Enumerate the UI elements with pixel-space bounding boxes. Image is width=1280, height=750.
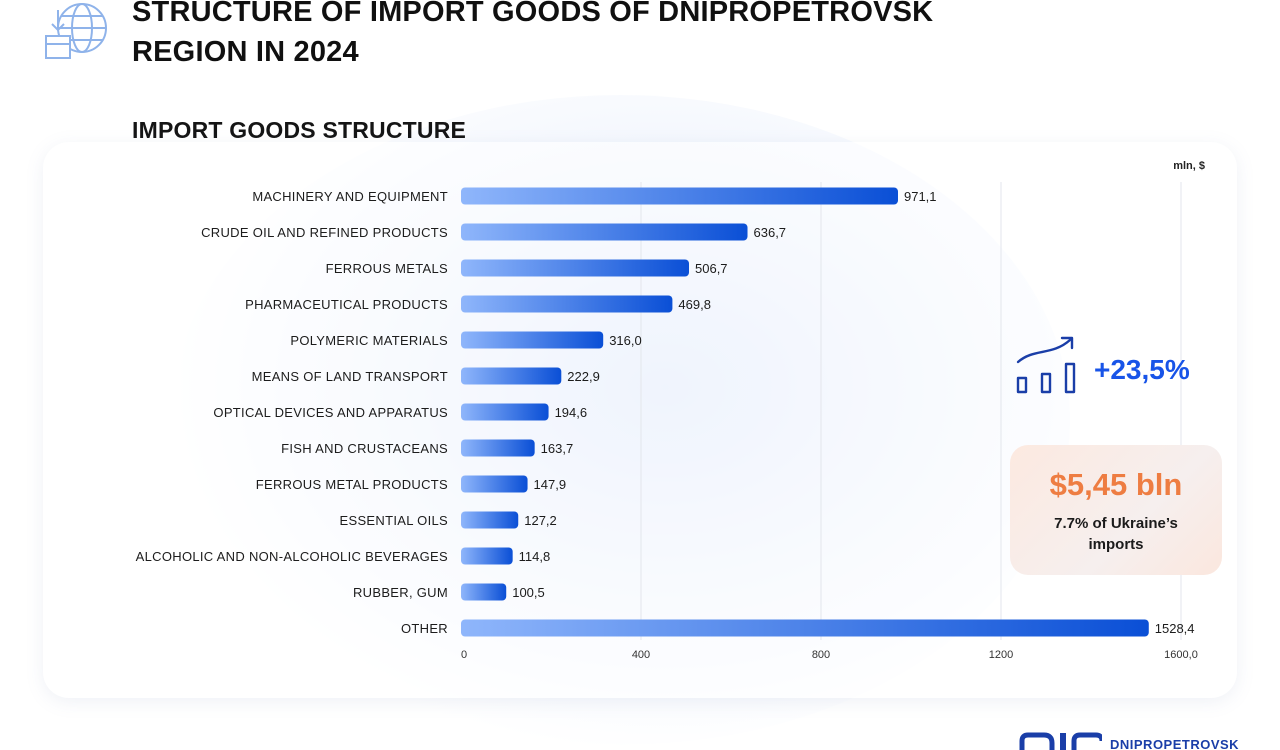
- x-tick-label: 0: [461, 649, 467, 661]
- category-label: OTHER: [401, 621, 448, 636]
- bar-value-label: 316,0: [609, 333, 642, 348]
- bar: [461, 223, 748, 241]
- bar: [461, 331, 604, 349]
- category-label: PHARMACEUTICAL PRODUCTS: [245, 297, 448, 312]
- category-label: POLYMERIC MATERIALS: [290, 333, 448, 348]
- bar-value-label: 636,7: [754, 225, 787, 240]
- bar-value-label: 222,9: [567, 369, 600, 384]
- bar-value-label: 971,1: [904, 189, 937, 204]
- bar: [461, 403, 549, 421]
- bar: [461, 295, 673, 313]
- page-title: STRUCTURE OF IMPORT GOODS OF DNIPROPETRO…: [132, 0, 1132, 72]
- total-value: $5,45 bln: [1049, 467, 1183, 502]
- bar-value-label: 469,8: [678, 297, 711, 312]
- x-tick-label: 400: [632, 649, 650, 661]
- bar-value-label: 114,8: [519, 549, 551, 564]
- category-label: OPTICAL DEVICES AND APPARATUS: [213, 405, 448, 420]
- growth-chart-icon: [1016, 336, 1076, 394]
- category-label: ALCOHOLIC AND NON-ALCOHOLIC BEVERAGES: [136, 549, 448, 564]
- category-label: MEANS OF LAND TRANSPORT: [252, 369, 448, 384]
- category-label: RUBBER, GUM: [353, 585, 448, 600]
- bar: [461, 547, 513, 565]
- x-tick-label: 1600,0: [1164, 649, 1198, 661]
- page-title-line-1: STRUCTURE OF IMPORT GOODS OF DNIPROPETRO…: [132, 0, 934, 28]
- category-label: ESSENTIAL OILS: [340, 513, 449, 528]
- x-tick-label: 1200: [989, 649, 1013, 661]
- bar-value-label: 1528,4: [1155, 621, 1195, 636]
- units-label: mln, $: [1173, 160, 1205, 172]
- bar: [461, 511, 519, 529]
- category-label: FERROUS METALS: [326, 261, 448, 276]
- bar: [461, 187, 898, 205]
- bar: [461, 619, 1149, 637]
- x-tick-label: 800: [812, 649, 830, 661]
- bar-value-label: 194,6: [555, 405, 588, 420]
- category-label: FISH AND CRUSTACEANS: [281, 441, 448, 456]
- bar: [461, 259, 690, 277]
- bar: [461, 439, 535, 457]
- total-subtitle: 7.7% of Ukraine’s imports: [1054, 515, 1178, 553]
- growth-value: +23,5%: [1094, 354, 1190, 385]
- bar-value-label: 100,5: [512, 585, 545, 600]
- bar-value-label: 163,7: [541, 441, 574, 456]
- bar-value-label: 147,9: [534, 477, 567, 492]
- bar-value-label: 127,2: [524, 513, 557, 528]
- category-label: FERROUS METAL PRODUCTS: [256, 477, 448, 492]
- logo-mark-icon: [1019, 732, 1102, 750]
- logo-text: DNIPROPETROVSK: [1110, 737, 1240, 750]
- chart-title: IMPORT GOODS STRUCTURE: [132, 117, 467, 143]
- bar: [461, 367, 562, 385]
- bar-value-label: 506,7: [695, 261, 728, 276]
- total-box: $5,45 bln 7.7% of Ukraine’s imports: [1010, 445, 1222, 575]
- page-title-line-2: REGION IN 2024: [132, 36, 359, 68]
- category-label: CRUDE OIL AND REFINED PRODUCTS: [201, 225, 448, 240]
- category-label: MACHINERY AND EQUIPMENT: [252, 189, 448, 204]
- logo: DNIPROPETROVSK: [1018, 731, 1239, 750]
- bar: [461, 475, 528, 493]
- import-globe-icon: [45, 3, 107, 59]
- bar: [461, 583, 507, 601]
